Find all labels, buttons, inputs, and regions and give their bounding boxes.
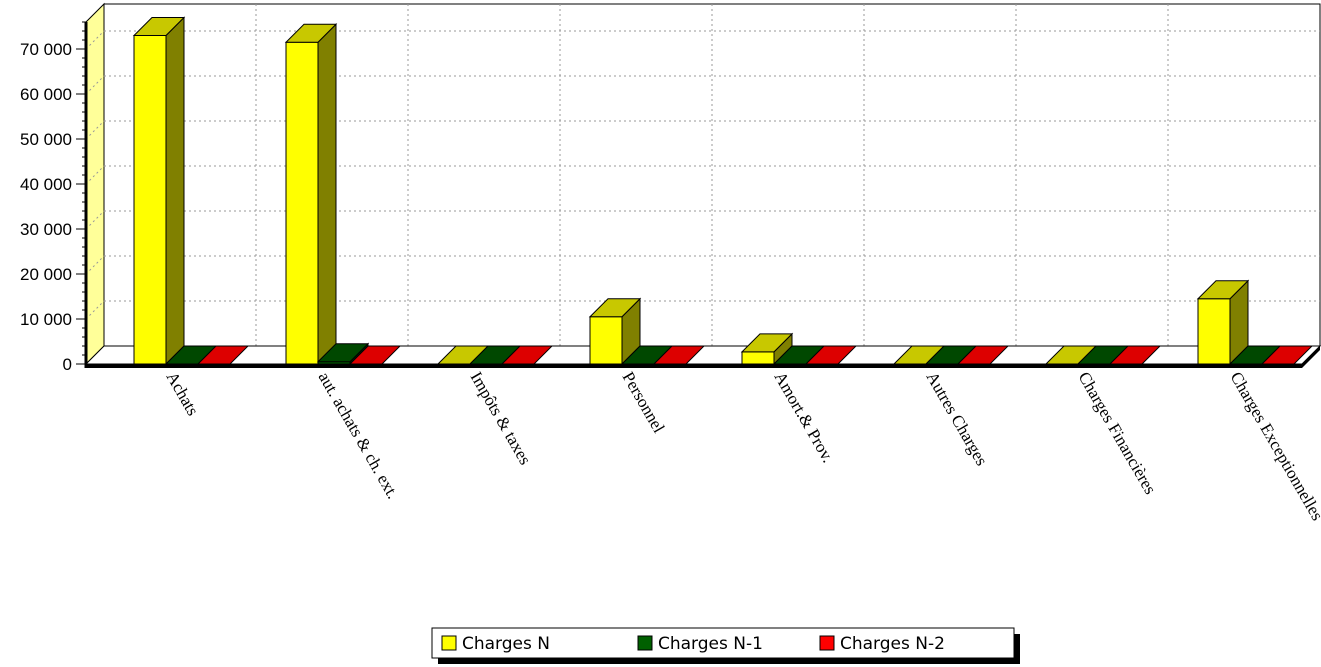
legend-swatch [637,635,653,651]
bar-front [285,41,319,365]
y-tick-label: 50 000 [20,130,72,149]
bar-top [740,333,794,353]
bar-top [1196,280,1250,300]
legend: Charges N Charges N-1 Charges N-2 [431,627,1020,664]
x-tick-label: Personnel [619,369,669,437]
x-tick-label: Autres Charges [923,369,992,469]
legend-swatch [441,635,457,651]
left-wall [85,2,105,366]
gridline-wall [85,210,105,230]
chart-walls [85,2,1321,366]
x-tick-label: Charges Exceptionnelles [1227,369,1321,524]
x-tick-label: Achats [163,369,203,419]
gridline-wall [85,30,105,50]
legend-label: Charges N [462,634,550,654]
x-tick-label: Impôts & taxes [467,369,535,468]
floor-front [86,364,1302,368]
bar-top [316,343,370,363]
legend-box [431,627,1015,659]
y-tick-label: 30 000 [20,220,72,239]
bar-top [1260,345,1314,365]
gridlines [85,4,1320,346]
gridline-wall [85,300,105,320]
x-tick-label: aut. achats & ch. ext. [315,369,403,502]
bars [132,16,1314,366]
bar-top [132,17,186,36]
y-tick-label: 70 000 [20,40,72,59]
x-axis-labels: Achats aut. achats & ch. ext. Impôts & tax… [163,369,1321,524]
legend-label: Charges N-1 [658,634,763,654]
bar-top [652,345,706,365]
bar-top [284,23,338,43]
bar-side [317,23,337,366]
y-tick-label: 20 000 [20,265,72,284]
bar-front [133,35,167,365]
bar-front [1197,298,1231,365]
bar-top [588,298,642,318]
x-tick-label: Amort.& Prov. [771,369,838,466]
y-tick-label: 10 000 [20,310,72,329]
legend-swatch [819,635,835,651]
gridline-wall [85,120,105,140]
bar-side [165,16,185,366]
bar-front [741,351,775,365]
gridline-wall [85,255,105,275]
x-tick-label: Charges Financières [1075,369,1160,498]
floor-side [1302,346,1320,368]
bar-top [500,345,554,365]
bar-top [804,345,858,365]
bar-top [956,345,1010,365]
bar-top [196,345,250,365]
y-tick-label: 0 [63,355,72,374]
y-tick-label: 40 000 [20,175,72,194]
gridline-wall [85,165,105,185]
bar-front [589,316,623,365]
bar-top [1108,345,1162,365]
y-tick-label: 60 000 [20,85,72,104]
y-axis: 0 10 000 20 000 30 000 40 000 50 000 60 000 70 … [20,21,88,374]
bar-top [348,345,402,365]
legend-label: Charges N-2 [840,634,945,654]
gridline-wall [85,75,105,95]
